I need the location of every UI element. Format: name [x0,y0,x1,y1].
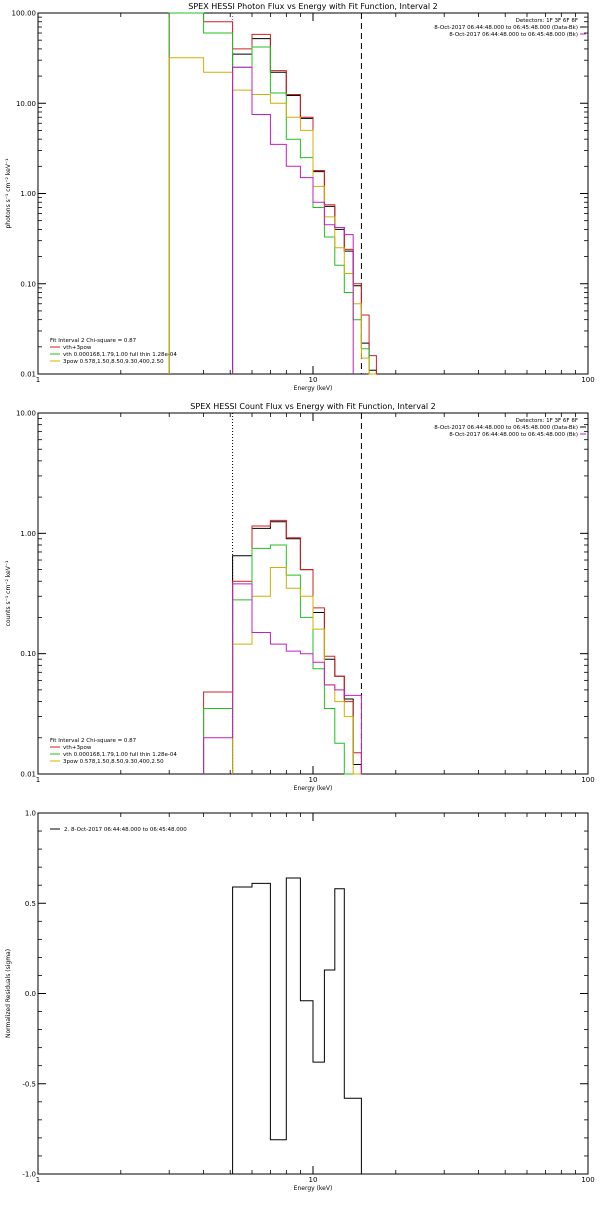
y-axis-label-3: Normalized Residuals (sigma) [5,949,12,1038]
series-line-vth-3pow [203,519,362,774]
header-line: 8-Oct-2017 06:44:48.000 to 06:45:48.000 … [434,25,578,31]
series-line-vth [168,12,377,375]
legend-title: Fit Interval 2 Chi-square = 0.87 [50,738,137,744]
x-tick-label: 100 [581,376,594,384]
header-line: Detectors: 1F 3F 6F 8F [516,418,578,424]
y-tick-label: 0.01 [20,371,36,379]
y-tick-label: 0.0 [25,990,36,998]
y-axis-label-2: counts s⁻¹ cm⁻² keV⁻¹ [5,560,12,626]
legend-title: Fit Interval 2 Chi-square = 0.87 [50,338,137,344]
y-tick-label: 10.00 [16,410,36,418]
y-tick-label: 0.5 [25,900,36,908]
series-line-3pow [232,567,362,775]
legend-entry: vth 0.000168,1.79,1.00 full thin 1.28e-0… [63,752,177,758]
x-tick-label: 1 [36,376,40,384]
y-tick-label: 1.0 [25,810,36,818]
y-axis-label-1: photons s⁻¹ cm⁻² keV⁻¹ [5,158,12,229]
y-tick-label: 1.00 [20,190,36,198]
y-tick-label: 1.00 [20,530,36,538]
series-line-data [232,38,377,374]
x-tick-label: 100 [581,776,594,784]
legend-entry: 3pow 0.578,1.50,8.50,9.30,400,2.50 [63,359,164,365]
y-tick-label: 100.00 [12,10,37,18]
x-axis-label-3: Energy (keV) [294,1185,333,1192]
header-line: 8-Oct-2017 06:44:48.000 to 06:45:48.000 … [449,32,578,38]
x-axis-label-2: Energy (keV) [294,785,333,792]
y-tick-label: 0.01 [20,771,36,779]
x-tick-label: 1 [36,776,40,784]
header-line: Detectors: 1F 3F 6F 8F [516,18,578,24]
series-line-bk [232,66,354,374]
legend-entry: vth+3pow [63,345,92,351]
legend-entry: 2. 8-Oct-2017 06:44:48.000 to 06:45:48.0… [64,827,187,833]
y-tick-label: 10.00 [16,100,36,108]
series-line-vth [203,544,354,775]
series-line-vth-3pow [168,12,377,374]
series-line-2-8-oct-2017-06-44-48-000-to-06-45-48-000 [232,877,362,1174]
legend-entry: vth 0.000168,1.79,1.00 full thin 1.28e-0… [63,352,177,358]
x-tick-label: 1 [36,1176,40,1184]
series-line-bk [203,583,362,774]
x-tick-label: 10 [309,776,318,784]
series-line-3pow [168,57,377,375]
y-tick-label: -0.5 [22,1080,36,1088]
x-tick-label: 10 [309,1176,318,1184]
chart-title-1: SPEX HESSI Photon Flux vs Energy with Fi… [188,2,438,11]
header-line: 8-Oct-2017 06:44:48.000 to 06:45:48.000 … [434,425,578,431]
chart-title-2: SPEX HESSI Count Flux vs Energy with Fit… [190,402,435,411]
legend-entry: 3pow 0.578,1.50,8.50,9.30,400,2.50 [63,759,164,765]
legend-entry: vth+3pow [63,745,92,751]
header-line: 8-Oct-2017 06:44:48.000 to 06:45:48.000 … [449,432,578,438]
x-axis-label-1: Energy (keV) [294,385,333,392]
y-tick-label: 0.10 [20,280,36,288]
x-tick-label: 10 [309,376,318,384]
x-tick-label: 100 [581,1176,594,1184]
y-tick-label: 0.10 [20,650,36,658]
y-tick-label: -1.0 [22,1171,36,1179]
plot-frame-3 [37,812,589,1175]
